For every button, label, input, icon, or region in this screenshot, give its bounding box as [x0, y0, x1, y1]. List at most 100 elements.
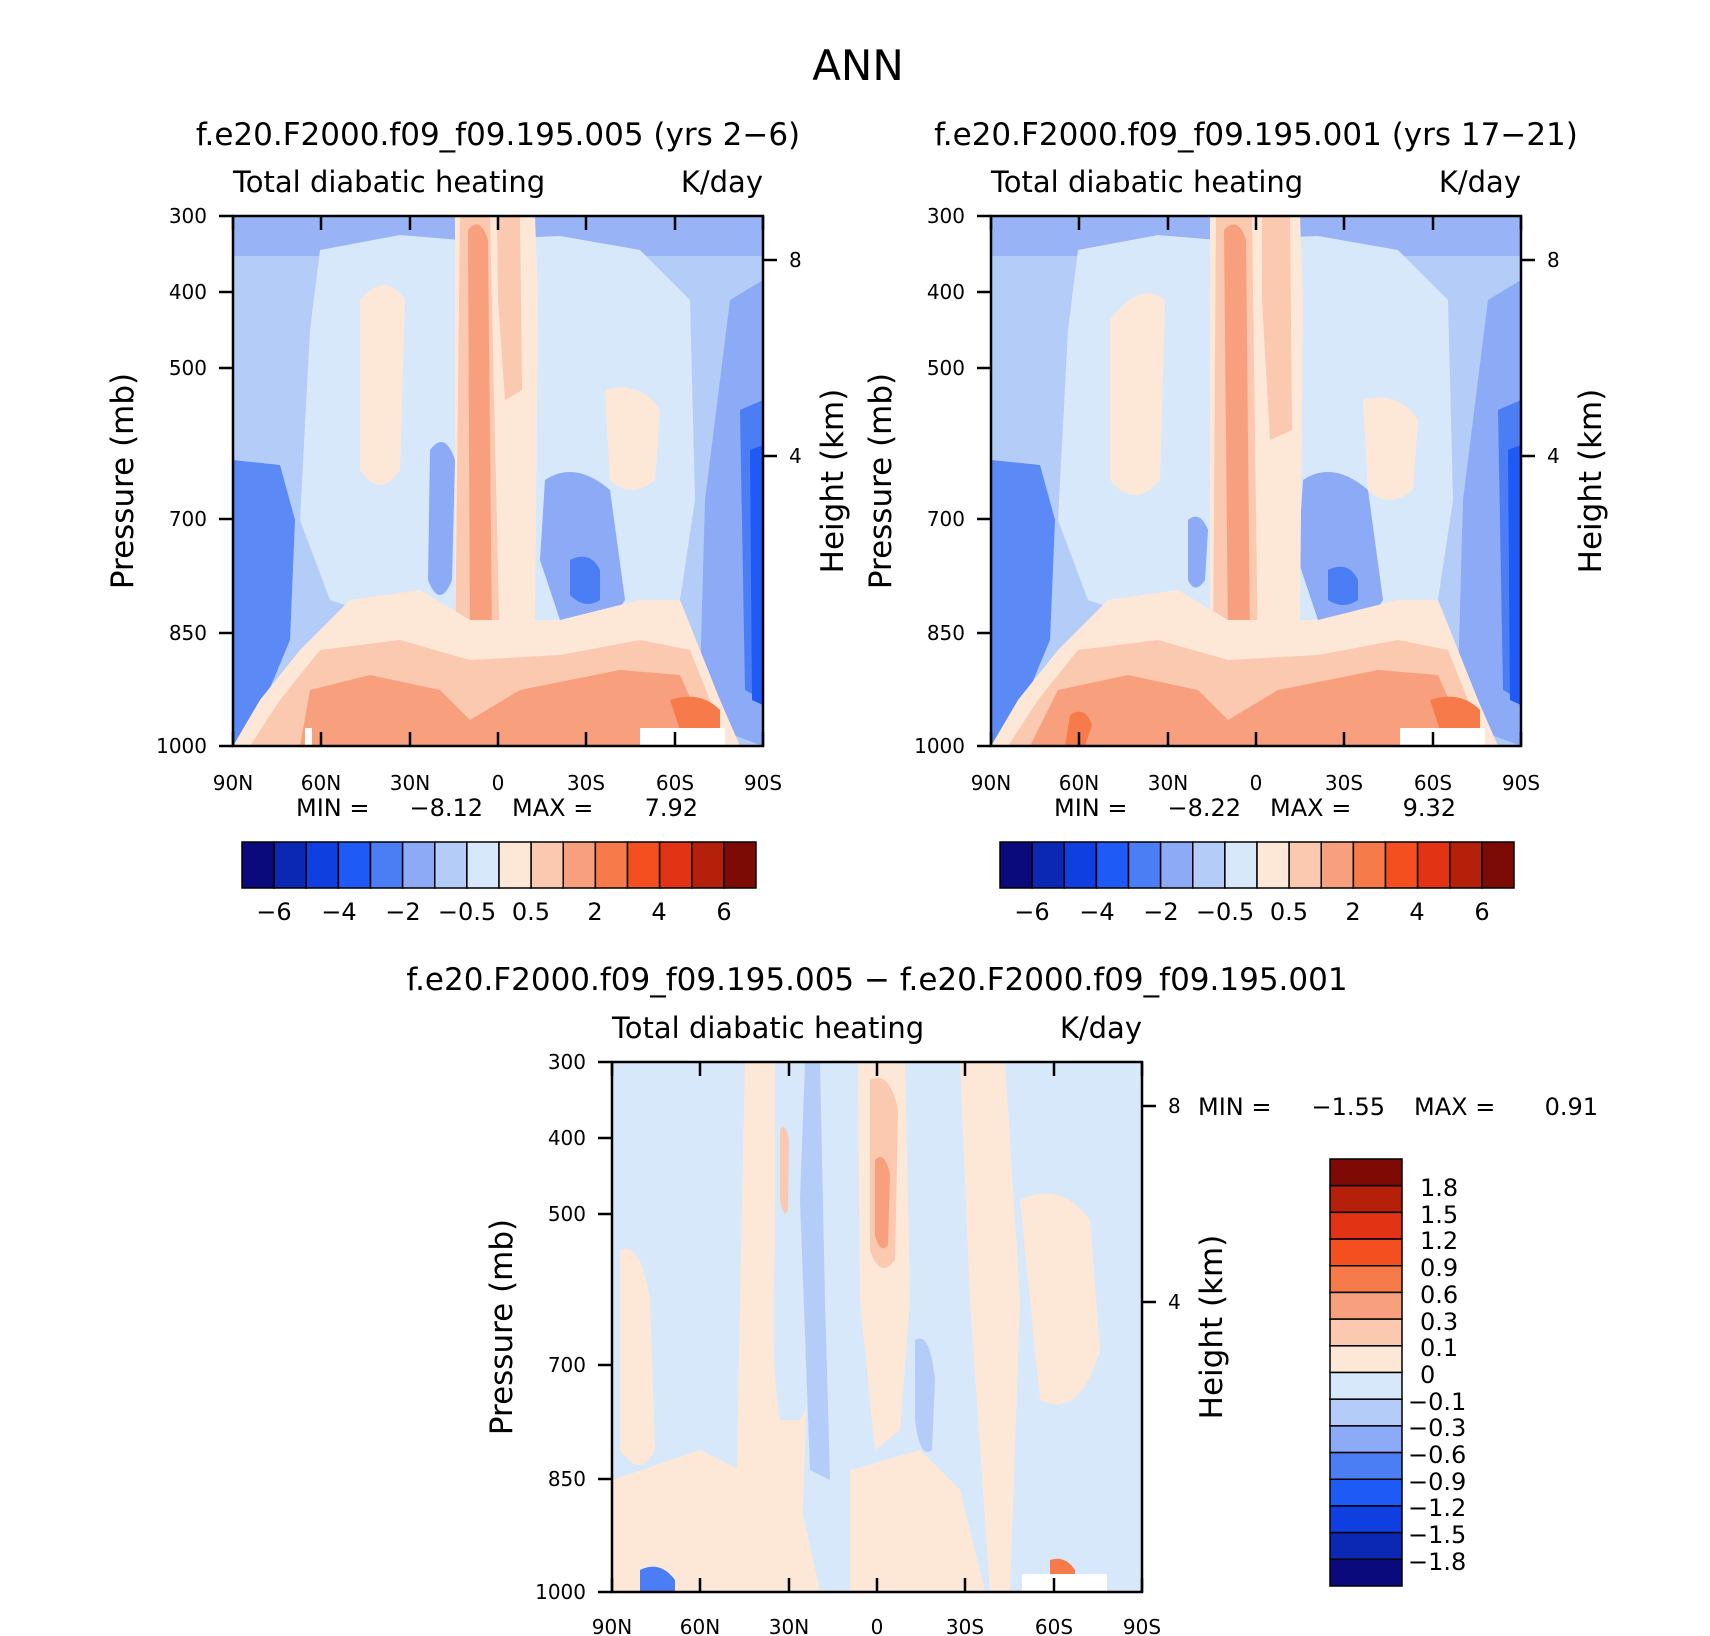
panel-difference-x-tick-30s: 30S: [946, 1615, 984, 1636]
panel-right-max-value: 9.32: [1403, 794, 1456, 822]
panel-left-y2-tick-8: 8: [789, 248, 802, 272]
panel-difference-colorbar-swatch: [1329, 1265, 1403, 1294]
panel-difference-y-tick-500: 500: [548, 1202, 586, 1226]
panel-difference-y2-tick-4: 4: [1168, 1290, 1181, 1314]
panel-right-y-tick-300: 300: [927, 204, 965, 228]
panel-difference-colorbar: [1329, 1158, 1403, 1587]
panel-right-y-tick-700: 700: [927, 507, 965, 531]
panel-difference-x-tick-60n: 60N: [680, 1615, 720, 1636]
panel-right-colorbar-label: 6: [1474, 898, 1489, 926]
panel-difference-y-tick-850: 850: [548, 1467, 586, 1491]
panel-difference-colorbar-swatch: [1329, 1451, 1403, 1480]
panel-right-x-tick-30n: 30N: [1148, 771, 1188, 795]
panel-right-y-tick-1000: 1000: [914, 734, 965, 758]
panel-left-colorbar-swatch: [723, 841, 757, 889]
panel-left-colorbar: [241, 841, 757, 889]
panel-right-y-axis-label: Pressure (mb): [863, 373, 899, 589]
panel-right-colorbar: [999, 841, 1515, 889]
panel-right-colorbar-swatch: [1320, 841, 1355, 889]
panel-difference-colorbar-swatch: [1329, 1184, 1403, 1214]
panel-right-units: K/day: [1439, 165, 1521, 199]
panel-difference-colorbar-swatch: [1329, 1345, 1403, 1374]
panel-difference-colorbar-swatch: [1329, 1291, 1403, 1320]
panel-right-colorbar-swatch: [1416, 841, 1451, 889]
panel-left-colorbar-swatch: [562, 841, 597, 889]
panel-right-y2-tick-8: 8: [1547, 248, 1560, 272]
panel-left-colorbar-label: 4: [651, 898, 666, 926]
panel-difference-colorbar-swatch: [1329, 1505, 1403, 1534]
panel-right-min-value: −8.22: [1167, 794, 1241, 822]
panel-left-x-tick-30n: 30N: [390, 771, 430, 795]
panel-right: f.e20.F2000.f09_f09.195.001 (yrs 17−21) …: [863, 117, 1609, 926]
figure-title: ANN: [812, 41, 904, 90]
panel-difference-y-tick-700: 700: [548, 1353, 586, 1377]
panel-difference-contour-field: [612, 1062, 1142, 1592]
panel-difference-colorbar-swatch: [1329, 1158, 1403, 1187]
panel-left-colorbar-swatch: [369, 841, 404, 889]
panel-left-colorbar-swatch: [691, 841, 725, 889]
panel-right-y-tick-500: 500: [927, 356, 965, 380]
panel-right-colorbar-swatch: [1063, 841, 1098, 889]
panel-left-colorbar-swatch: [466, 841, 500, 889]
panel-difference-colorbar-label: 0: [1420, 1361, 1435, 1389]
panel-right-colorbar-swatch: [1288, 841, 1322, 889]
panel-left-colorbar-label: −0.5: [438, 898, 496, 926]
panel-left: f.e20.F2000.f09_f09.195.005 (yrs 2−6) To…: [105, 117, 851, 926]
panel-left-colorbar-swatch: [594, 841, 629, 889]
panel-right-title: f.e20.F2000.f09_f09.195.001 (yrs 17−21): [934, 117, 1578, 153]
panel-left-colorbar-label: 0.5: [512, 898, 550, 926]
panel-left-min-label: MIN =: [296, 794, 369, 822]
panel-left-max-value: 7.92: [645, 794, 698, 822]
panel-difference-colorbar-swatch: [1329, 1531, 1403, 1561]
panel-left-y2-axis-label: Height (km): [815, 389, 851, 574]
panel-difference-colorbar-label: 0.6: [1420, 1281, 1458, 1309]
panel-difference-x-tick-90s: 90S: [1123, 1615, 1161, 1636]
panel-left-title: f.e20.F2000.f09_f09.195.005 (yrs 2−6): [196, 117, 800, 153]
panel-left-y-tick-1000: 1000: [156, 734, 207, 758]
panel-right-x-tick-30s: 30S: [1325, 771, 1363, 795]
panel-difference-colorbar-label: −0.1: [1408, 1388, 1466, 1416]
panel-left-y-tick-300: 300: [169, 204, 207, 228]
panel-left-axis-ticks: [219, 214, 777, 748]
panel-left-y-tick-850: 850: [169, 621, 207, 645]
panel-left-units: K/day: [681, 165, 763, 199]
panel-right-x-tick-60s: 60S: [1414, 771, 1452, 795]
panel-right-colorbar-swatch: [1031, 841, 1065, 889]
panel-difference-axis-ticks: [598, 1060, 1156, 1594]
panel-right-colorbar-swatch: [1352, 841, 1387, 889]
panel-right-x-tick-eq: 0: [1250, 771, 1263, 795]
panel-left-x-tick-60s: 60S: [656, 771, 694, 795]
panel-difference-y2-axis-label: Height (km): [1194, 1235, 1230, 1420]
panel-difference-colorbar-label: 1.8: [1420, 1174, 1458, 1202]
panel-left-colorbar-label: −4: [321, 898, 356, 926]
panel-right-colorbar-label: −0.5: [1196, 898, 1254, 926]
panel-difference-y2-tick-8: 8: [1168, 1094, 1181, 1118]
panel-difference-colorbar-swatch: [1329, 1398, 1403, 1427]
panel-left-colorbar-swatch: [241, 841, 275, 889]
panel-difference-y-tick-300: 300: [548, 1050, 586, 1074]
panel-left-colorbar-label: 6: [716, 898, 731, 926]
panel-difference-max-label: MAX =: [1414, 1093, 1495, 1121]
panel-difference-colorbar-swatch: [1329, 1211, 1403, 1240]
panel-difference-colorbar-swatch: [1329, 1425, 1403, 1454]
panel-difference-colorbar-swatch: [1329, 1558, 1403, 1587]
panel-left-x-tick-eq: 0: [492, 771, 505, 795]
panel-right-min-label: MIN =: [1054, 794, 1127, 822]
panel-difference-y-tick-1000: 1000: [535, 1580, 586, 1604]
panel-difference-x-tick-30n: 30N: [769, 1615, 809, 1636]
panel-right-colorbar-swatch: [1192, 841, 1226, 889]
panel-right-x-tick-60n: 60N: [1059, 771, 1099, 795]
panel-difference-y-axis-label: Pressure (mb): [484, 1219, 520, 1435]
panel-left-y-tick-400: 400: [169, 280, 207, 304]
panel-right-y-tick-850: 850: [927, 621, 965, 645]
panel-difference-variable: Total diabatic heating: [611, 1011, 924, 1045]
panel-right-y2-tick-4: 4: [1547, 444, 1560, 468]
panel-left-y-tick-700: 700: [169, 507, 207, 531]
panel-difference-y-tick-400: 400: [548, 1126, 586, 1150]
panel-right-colorbar-label: 2: [1345, 898, 1360, 926]
panel-left-x-tick-60n: 60N: [301, 771, 341, 795]
panel-difference-title: f.e20.F2000.f09_f09.195.005 − f.e20.F200…: [406, 962, 1347, 998]
panel-left-colorbar-label: 2: [587, 898, 602, 926]
panel-difference-colorbar-swatch: [1329, 1238, 1403, 1267]
